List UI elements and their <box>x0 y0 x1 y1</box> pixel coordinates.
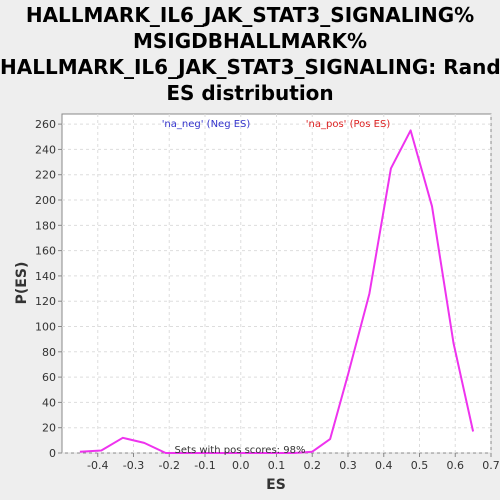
x-tick-label: 0.3 <box>339 459 357 472</box>
annotation-pos-scores: Sets with pos scores: 98% <box>175 445 306 456</box>
y-tick-label: 20 <box>42 422 56 435</box>
x-tick-label: 0.0 <box>232 459 250 472</box>
y-tick-label: 140 <box>35 270 56 283</box>
y-tick-label: 180 <box>35 219 56 232</box>
x-tick-label: 0.6 <box>447 459 465 472</box>
x-tick-label: 0.1 <box>268 459 286 472</box>
y-tick-label: 120 <box>35 295 56 308</box>
series-line <box>79 129 475 454</box>
x-tick-label: -0.4 <box>87 459 108 472</box>
y-tick-label: 40 <box>42 396 56 409</box>
x-tick-label: 0.5 <box>411 459 429 472</box>
legend-pos: 'na_pos' (Pos ES) <box>306 119 391 130</box>
y-tick-label: 80 <box>42 346 56 359</box>
y-tick-label: 260 <box>35 118 56 131</box>
x-tick-label: 0.7 <box>482 459 500 472</box>
y-tick-label: 200 <box>35 194 56 207</box>
y-tick-label: 240 <box>35 143 56 156</box>
x-tick-label: -0.2 <box>159 459 180 472</box>
series <box>79 129 475 454</box>
legend-neg: 'na_neg' (Neg ES) <box>162 119 251 130</box>
y-tick-label: 220 <box>35 169 56 182</box>
grid <box>62 114 492 454</box>
x-axis-title: ES <box>266 477 286 493</box>
y-axis-title: P(ES) <box>14 262 30 305</box>
x-tick-label: -0.3 <box>123 459 144 472</box>
chart-title-line: MSIGDBHALLMARK% <box>132 29 368 53</box>
y-tick-label: 100 <box>35 321 56 334</box>
x-tick-label: 0.2 <box>304 459 322 472</box>
chart-title-line: ES distribution <box>166 81 334 105</box>
x-tick-label: -0.1 <box>194 459 215 472</box>
chart-title: HALLMARK_IL6_JAK_STAT3_SIGNALING% MSIGDB… <box>0 2 500 106</box>
axis-ticks: 0 20 40 60 80 100 120 140 160 180 200 220 240 260 -0.4… <box>35 118 500 472</box>
x-tick-label: 0.4 <box>375 459 393 472</box>
chart-title-line: HALLMARK_IL6_JAK_STAT3_SIGNALING: Random <box>0 55 500 79</box>
y-tick-label: 60 <box>42 371 56 384</box>
chart-title-line: HALLMARK_IL6_JAK_STAT3_SIGNALING% <box>25 3 475 27</box>
y-tick-label: 0 <box>49 447 56 460</box>
y-tick-label: 160 <box>35 245 56 258</box>
